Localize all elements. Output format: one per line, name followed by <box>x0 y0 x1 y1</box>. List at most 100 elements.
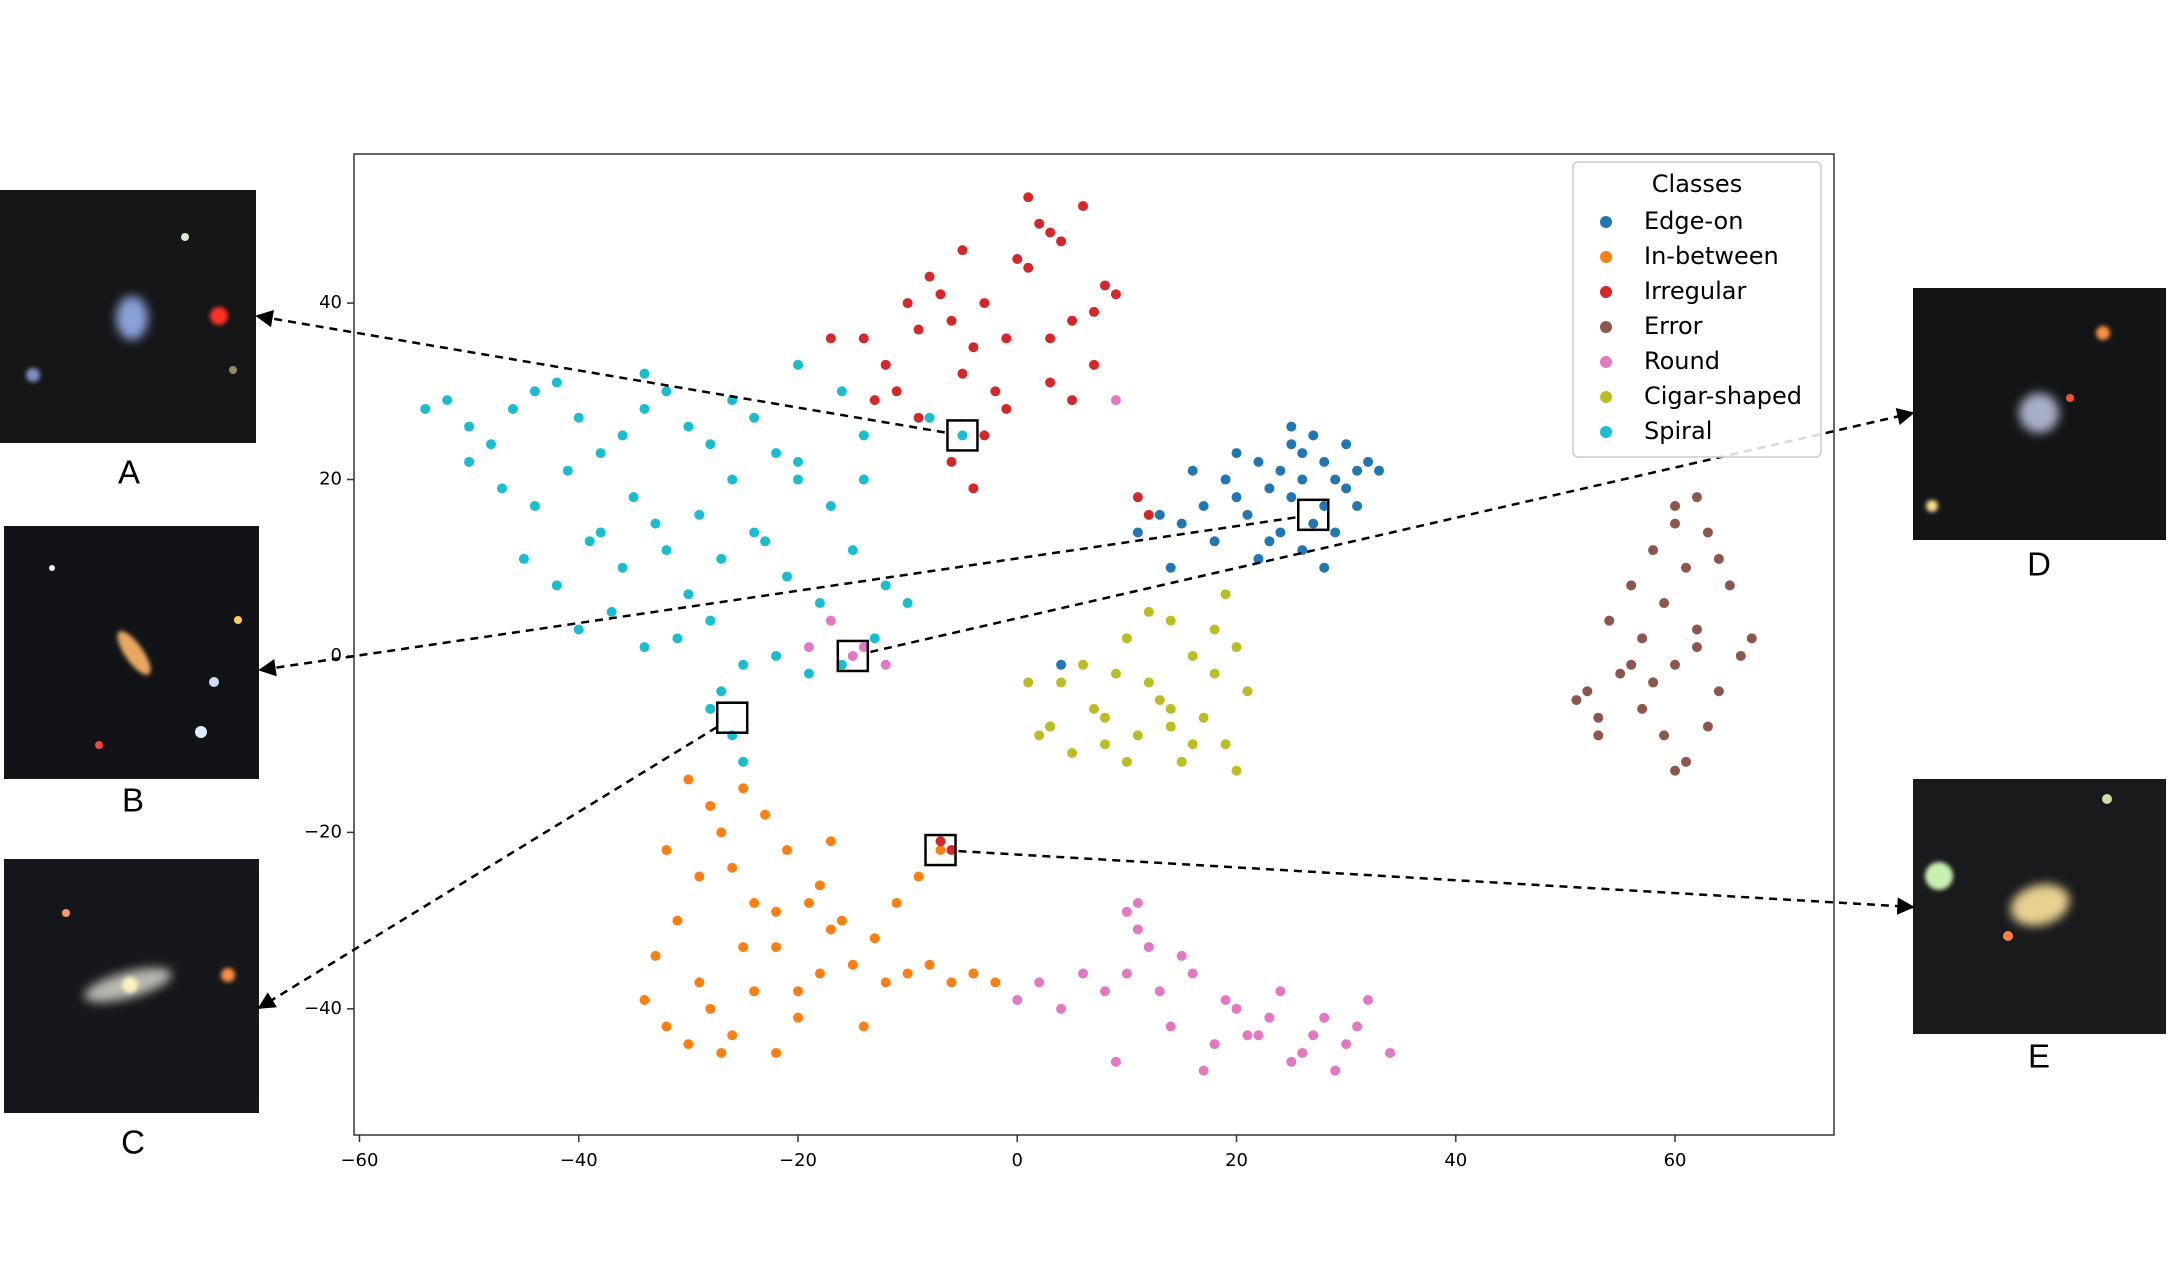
point <box>968 342 979 353</box>
point <box>1341 483 1352 494</box>
point <box>1648 545 1659 556</box>
point <box>639 642 650 653</box>
point <box>1264 483 1275 494</box>
point <box>683 421 694 432</box>
point <box>1713 686 1724 697</box>
point <box>1319 500 1330 511</box>
annotation-arrow <box>258 516 1296 677</box>
point <box>639 995 650 1006</box>
point <box>1099 986 1110 997</box>
point <box>738 659 749 670</box>
point <box>1319 562 1330 573</box>
point <box>814 968 825 979</box>
point <box>1209 624 1220 635</box>
point <box>793 1012 803 1023</box>
point <box>1374 465 1385 476</box>
point <box>902 298 913 309</box>
point <box>880 659 891 670</box>
point <box>913 412 924 423</box>
point <box>880 359 891 370</box>
point <box>803 642 814 653</box>
point <box>1363 456 1374 467</box>
point <box>1330 527 1341 538</box>
point <box>1187 739 1198 750</box>
point <box>1187 650 1198 661</box>
point <box>518 553 529 564</box>
annotation-arrow <box>958 849 1915 915</box>
point <box>1297 474 1308 485</box>
point <box>1330 1065 1341 1076</box>
point <box>1681 562 1691 573</box>
thumbnail-label: C <box>121 1124 145 1161</box>
y-tick-label: 40 <box>319 292 342 313</box>
point <box>1275 465 1286 476</box>
point <box>1220 739 1231 750</box>
point <box>1154 695 1165 706</box>
point <box>1056 236 1067 247</box>
point <box>946 315 957 326</box>
legend-label: Error <box>1644 312 1703 340</box>
point <box>1297 1047 1308 1058</box>
series-6 <box>420 359 968 767</box>
point <box>836 659 847 670</box>
point <box>1089 306 1099 317</box>
point <box>705 703 716 714</box>
point <box>1264 536 1275 547</box>
point <box>1132 924 1143 935</box>
point <box>935 289 946 300</box>
point <box>858 642 869 653</box>
point <box>924 959 935 970</box>
legend-label: Spiral <box>1644 417 1712 445</box>
point <box>562 465 573 476</box>
point <box>825 500 836 511</box>
point <box>968 483 979 494</box>
point <box>847 650 858 661</box>
point <box>1352 500 1363 511</box>
point <box>825 836 836 847</box>
point <box>650 950 661 961</box>
point <box>1023 677 1034 688</box>
point <box>836 915 847 926</box>
legend-title: Classes <box>1652 170 1742 198</box>
point <box>1308 518 1319 529</box>
point <box>1637 703 1648 714</box>
point <box>1132 492 1143 503</box>
point <box>1593 712 1604 723</box>
point <box>771 906 782 917</box>
point <box>1242 509 1253 520</box>
legend: Classes Edge-on In-between Irregular Error Ro… <box>1572 161 1822 458</box>
point <box>935 836 946 847</box>
point <box>420 403 431 414</box>
point <box>705 615 716 626</box>
point <box>1056 1003 1067 1014</box>
series-1 <box>639 774 1001 1058</box>
point <box>1242 1030 1253 1041</box>
point <box>979 298 990 309</box>
point <box>716 1047 727 1058</box>
point <box>847 545 858 556</box>
point <box>1670 518 1681 529</box>
point <box>617 430 628 441</box>
legend-marker <box>1600 251 1612 263</box>
point <box>771 448 782 459</box>
point <box>661 845 672 856</box>
annotation-box <box>836 639 870 673</box>
point <box>672 915 683 926</box>
point <box>1110 289 1121 300</box>
point <box>1308 430 1319 441</box>
x-tick-label: 20 <box>1225 1150 1248 1171</box>
y-tick-label: −20 <box>304 821 342 842</box>
point <box>727 1030 738 1041</box>
point <box>595 527 606 538</box>
point <box>1067 395 1078 406</box>
thumbnail-d <box>1913 288 2166 540</box>
point <box>1220 589 1231 600</box>
point <box>1176 756 1187 767</box>
thumbnail-a <box>0 190 256 443</box>
point <box>486 439 497 450</box>
point <box>924 412 935 423</box>
point <box>1110 1056 1121 1067</box>
point <box>1121 968 1132 979</box>
point <box>1209 668 1220 679</box>
point <box>1209 1039 1220 1050</box>
